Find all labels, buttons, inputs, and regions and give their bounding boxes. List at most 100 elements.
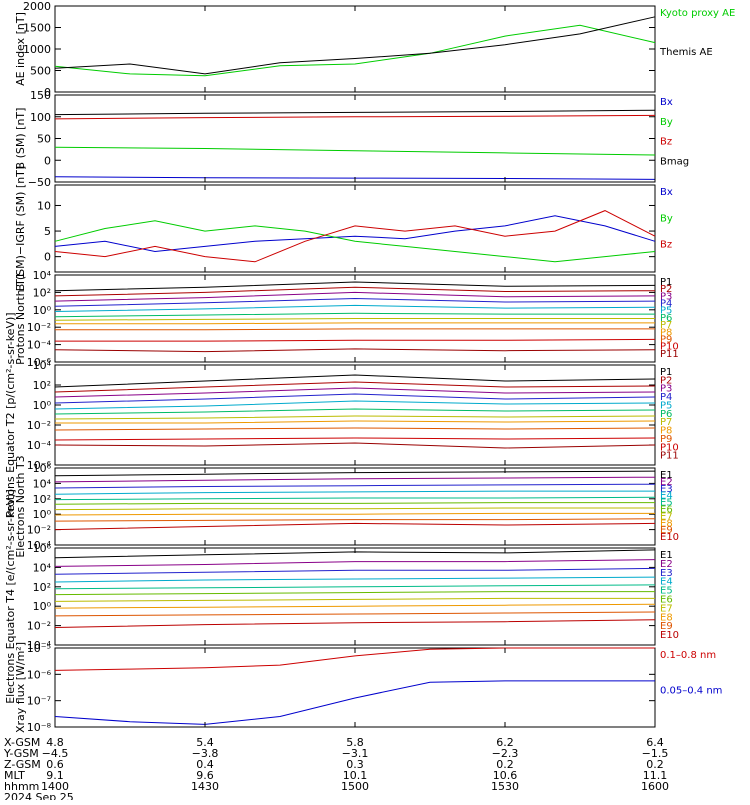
ytick-label: 100 xyxy=(30,111,51,124)
ephemeris-label: Y-GSM xyxy=(3,747,39,760)
legend-entry: Kyoto proxy AE xyxy=(660,8,735,19)
series-line-e9 xyxy=(54,611,656,617)
legend-entry: P8 xyxy=(660,426,672,437)
series-line-p2 xyxy=(54,286,656,297)
legend-entry: P7 xyxy=(660,320,672,331)
series-line-by xyxy=(54,146,656,156)
legend-entry: P3 xyxy=(660,291,672,302)
y-axis-label: B (SM)−IGRF (SM) [nT] xyxy=(14,166,27,291)
ephemeris-value: 0.3 xyxy=(346,758,364,771)
ytick-label: 10⁶ xyxy=(33,542,52,555)
series-line-bmag xyxy=(54,109,656,116)
series-line-p6 xyxy=(54,312,655,318)
series-line-e7 xyxy=(54,507,655,511)
ytick-label: 10⁰ xyxy=(33,399,52,412)
legend-entry: E7 xyxy=(660,511,673,522)
panel-frame xyxy=(54,647,656,728)
ytick-label: 10⁻⁶ xyxy=(27,668,52,681)
legend-entry: E10 xyxy=(660,532,679,543)
ytick-label: 10⁻⁴ xyxy=(27,639,52,652)
y-axis-label: Electrons North T3 xyxy=(14,455,27,557)
ytick-label: 10⁰ xyxy=(33,600,52,613)
ytick-label: 500 xyxy=(30,65,51,78)
ephemeris-value: 9.6 xyxy=(196,769,214,782)
legend-entry: Bz xyxy=(660,137,672,148)
legend-entry: E2 xyxy=(660,559,673,570)
panel-frame xyxy=(54,467,656,546)
ytick-label: 10 xyxy=(37,199,51,212)
legend-entry: P6 xyxy=(660,409,672,420)
ytick-label: 10⁻⁶ xyxy=(27,356,52,369)
ephemeris-value: −3.8 xyxy=(192,747,219,760)
legend-entry: 0.05–0.4 nm xyxy=(660,686,722,697)
series-line-p5 xyxy=(54,400,656,410)
series-line-0-05-0-4-nm xyxy=(54,680,655,725)
series-line-p8 xyxy=(55,420,656,424)
y-axis-label: Protons North T1 xyxy=(14,272,27,365)
panel-en: 10⁻⁴ 10⁻² 10⁰ 10² 10⁴ 10⁶ Electrons North T3 E1… xyxy=(14,455,679,557)
legend-entry: P3 xyxy=(660,384,672,395)
legend-entry: Themis AE xyxy=(659,47,713,58)
legend-entry: E8 xyxy=(660,612,673,623)
ytick-label: 5 xyxy=(44,225,51,238)
panel-frame xyxy=(54,94,656,183)
ephemeris-value: 6.4 xyxy=(646,736,664,749)
panel-ee: 10⁻⁴ 10⁻² 10⁰ 10² 10⁴ 10⁶ Electrons Equator T4… xyxy=(4,489,679,704)
y-axis-label: AE index [nT] xyxy=(14,12,27,86)
legend-entry: P5 xyxy=(660,400,672,411)
ytick-label: 10² xyxy=(33,581,51,594)
ytick-label: 10⁻² xyxy=(27,419,51,432)
series-line-bz xyxy=(54,210,656,263)
ytick-label: 150 xyxy=(30,89,51,102)
legend-entry: E3 xyxy=(660,568,673,579)
ephemeris-value: −2.3 xyxy=(492,747,519,760)
ytick-label: 10⁰ xyxy=(33,508,52,521)
ytick-label: 10⁻⁴ xyxy=(27,339,52,352)
ephemeris-label: X-GSM xyxy=(4,736,40,749)
series-line-e3 xyxy=(54,483,656,489)
y-axis-label: Protons Equator T2 [p/(cm²-s-sr-keV)] xyxy=(4,312,17,517)
ephemeris-value: 10.6 xyxy=(493,769,518,782)
ephemeris-value: 6.2 xyxy=(496,736,514,749)
ytick-label: 10⁴ xyxy=(33,359,52,372)
legend-entry: P1 xyxy=(660,277,672,288)
series-line-p7 xyxy=(54,415,656,420)
series-line-bz xyxy=(54,114,656,120)
panel-dbsm: 0 5 10 B (SM)−IGRF (SM) [nT] Bx By Bz xyxy=(14,166,673,291)
legend-entry: Bx xyxy=(660,97,673,108)
series-line-p10 xyxy=(54,437,656,441)
ephemeris-value: 0.2 xyxy=(496,758,514,771)
legend-entry: P10 xyxy=(660,342,679,353)
ytick-label: 10² xyxy=(33,286,51,299)
series-line-p2 xyxy=(54,381,656,393)
legend-entry: By xyxy=(660,213,673,224)
ephemeris-value: 0.6 xyxy=(46,758,64,771)
legend-entry: P5 xyxy=(660,306,672,317)
ytick-label: 0 xyxy=(44,154,51,167)
series-line-e6 xyxy=(54,502,655,505)
series-line-p9 xyxy=(55,328,655,331)
legend-entry: P4 xyxy=(660,392,672,403)
legend-entry: P10 xyxy=(660,442,679,453)
ephemeris-value: 9.1 xyxy=(46,769,64,782)
legend-entry: P6 xyxy=(660,313,672,324)
legend-entry: E4 xyxy=(660,577,673,588)
ephemeris-value: 10.1 xyxy=(343,769,368,782)
legend-entry: P9 xyxy=(660,334,672,345)
ephemeris-value: 1600 xyxy=(641,780,669,793)
legend-entry: E2 xyxy=(660,477,673,488)
ytick-label: 10⁴ xyxy=(33,269,52,282)
legend-entry: P8 xyxy=(660,327,672,338)
series-line-e8 xyxy=(54,603,656,609)
ytick-label: 10⁻² xyxy=(27,620,51,633)
series-line-e5 xyxy=(54,584,656,590)
ephemeris-value: 0.4 xyxy=(196,758,214,771)
ytick-label: 10⁻⁵ xyxy=(27,642,51,655)
ytick-label: 2000 xyxy=(23,0,51,13)
series-line-e3 xyxy=(54,567,656,575)
series-line-p1 xyxy=(54,374,656,388)
ephemeris-label: MLT xyxy=(4,769,25,782)
